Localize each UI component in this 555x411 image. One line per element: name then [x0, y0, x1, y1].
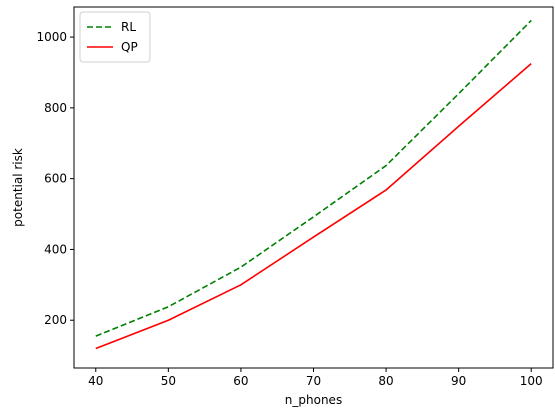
x-axis: 40 50 60 70 80 90 100	[88, 368, 543, 388]
y-axis: 200 400 600 800 1000	[36, 30, 74, 327]
x-tick-label: 40	[88, 374, 103, 388]
series-line-rl	[95, 19, 532, 337]
x-tick-label: 100	[520, 374, 543, 388]
legend-label-rl: RL	[121, 20, 136, 34]
legend: RL QP	[79, 11, 151, 63]
y-axis-label: potential risk	[11, 148, 25, 227]
series-layer	[95, 19, 532, 350]
y-tick-label: 800	[44, 101, 67, 115]
legend-box	[79, 11, 151, 63]
legend-label-qp: QP	[121, 40, 138, 54]
series-line-qp	[95, 63, 532, 350]
y-tick-label: 600	[44, 172, 67, 186]
y-tick-label: 200	[44, 313, 67, 327]
x-tick-label: 80	[378, 374, 393, 388]
x-tick-label: 90	[451, 374, 466, 388]
x-axis-label: n_phones	[285, 393, 342, 407]
x-tick-label: 50	[161, 374, 176, 388]
x-tick-label: 70	[306, 374, 321, 388]
x-tick-label: 60	[233, 374, 248, 388]
y-tick-label: 400	[44, 242, 67, 256]
y-tick-label: 1000	[36, 30, 67, 44]
